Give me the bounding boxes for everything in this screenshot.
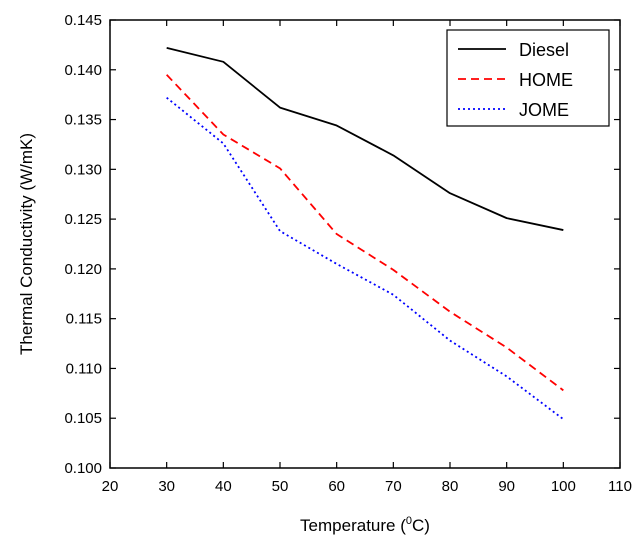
legend-label-jome: JOME — [519, 100, 569, 120]
legend: Diesel HOME JOME — [446, 29, 610, 127]
y-tick-label: 0.110 — [66, 360, 102, 377]
y-tick-label: 0.120 — [64, 261, 102, 278]
series-line-jome — [166, 96, 564, 420]
x-axis-label: Temperature (0C) — [300, 515, 430, 535]
y-tick-label: 0.145 — [64, 12, 102, 29]
plot-area-frame — [109, 19, 621, 469]
x-axis-label-suffix: C) — [412, 516, 430, 535]
legend-label-home: HOME — [519, 70, 573, 90]
y-axis-label: Thermal Conductivity (W/mK) — [17, 133, 36, 355]
x-tick-label: 60 — [328, 478, 345, 495]
y-tick-label: 0.105 — [64, 410, 102, 427]
series-line-home — [166, 74, 564, 392]
x-tick-label: 20 — [102, 478, 119, 495]
y-tick-label: 0.135 — [64, 112, 102, 129]
y-tick-label: 0.125 — [64, 211, 102, 228]
y-axis-ticks: 0.100 0.105 0.110 0.115 0.120 0.125 0.130 0.135… — [64, 12, 620, 477]
series-line-diesel — [166, 47, 564, 231]
legend-box — [446, 29, 610, 127]
y-tick-label: 0.100 — [64, 460, 102, 477]
x-tick-label: 30 — [158, 478, 175, 495]
x-tick-label: 110 — [608, 478, 632, 495]
x-axis-ticks: 20 30 40 50 60 70 80 90 100 110 — [102, 20, 632, 495]
x-tick-label: 90 — [498, 478, 515, 495]
x-tick-label: 70 — [385, 478, 402, 495]
x-tick-label: 100 — [551, 478, 576, 495]
y-tick-label: 0.130 — [64, 161, 102, 178]
x-tick-label: 50 — [272, 478, 289, 495]
x-axis-label-superscript: 0 — [406, 515, 412, 527]
x-tick-label: 40 — [215, 478, 232, 495]
series-lines — [166, 47, 564, 420]
y-tick-label: 0.115 — [66, 311, 102, 328]
x-tick-label: 80 — [442, 478, 459, 495]
y-tick-label: 0.140 — [64, 62, 102, 79]
legend-label-diesel: Diesel — [519, 40, 569, 60]
x-axis-label-prefix: Temperature ( — [300, 516, 406, 535]
